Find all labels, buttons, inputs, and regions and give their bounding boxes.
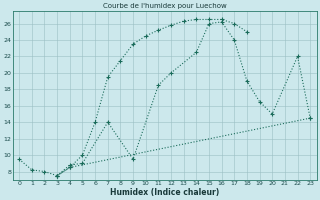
X-axis label: Humidex (Indice chaleur): Humidex (Indice chaleur): [110, 188, 219, 197]
Title: Courbe de l'humidex pour Luechow: Courbe de l'humidex pour Luechow: [103, 3, 227, 9]
